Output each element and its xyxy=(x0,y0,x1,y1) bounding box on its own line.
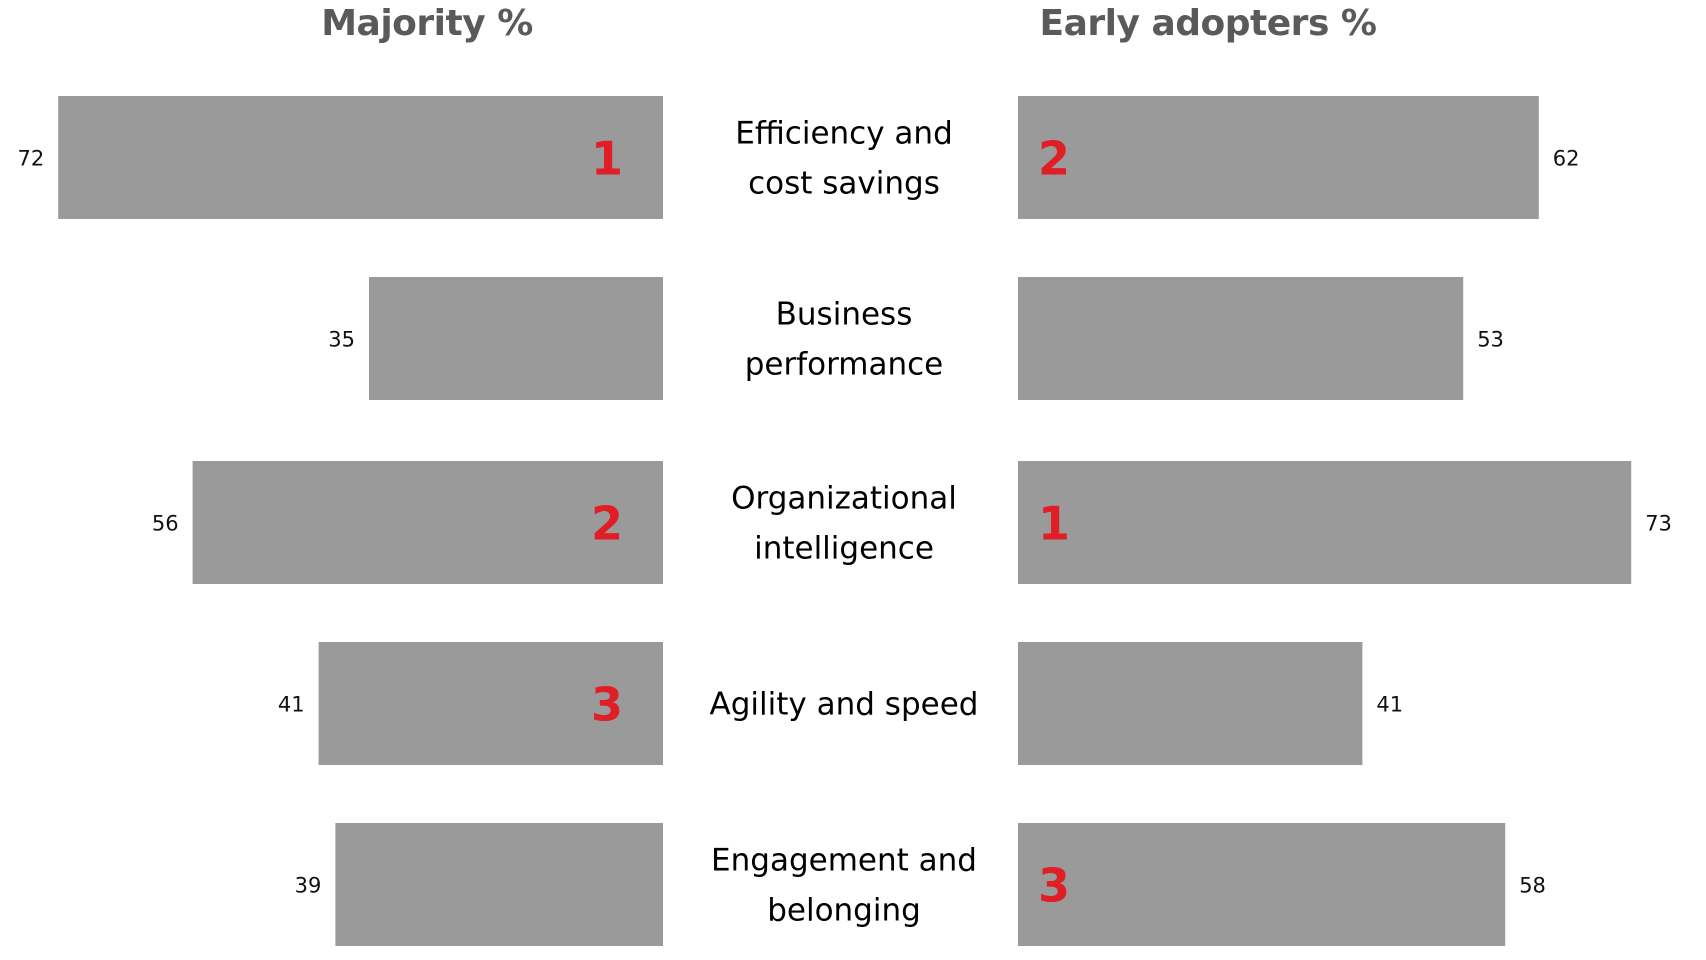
category-label: Agility and speed xyxy=(710,687,979,723)
chart-row: 72 1 62 2 Efficiency and cost savings xyxy=(17,96,1580,219)
left-value-label: 72 xyxy=(17,147,44,171)
left-bar xyxy=(369,277,663,400)
right-bar xyxy=(1018,96,1539,219)
category-label: cost savings xyxy=(748,166,940,202)
right-header: Early adopters % xyxy=(1040,3,1377,44)
left-rank-label: 3 xyxy=(591,678,623,732)
left-value-label: 41 xyxy=(278,693,305,717)
left-value-label: 35 xyxy=(328,328,355,352)
chart-row: 41 3 41 Agility and speed xyxy=(278,642,1403,765)
left-rank-label: 2 xyxy=(591,497,623,551)
chart-row: 39 58 3 Engagement and belonging xyxy=(295,823,1546,946)
category-label: Business xyxy=(776,297,913,333)
chart-row: 56 2 73 1 Organizational intelligence xyxy=(152,461,1672,584)
left-header: Majority % xyxy=(321,3,533,44)
right-bar xyxy=(1018,642,1363,765)
left-bar xyxy=(192,461,663,584)
left-bar xyxy=(335,823,663,946)
category-label: performance xyxy=(745,347,944,383)
right-rank-label: 2 xyxy=(1038,132,1070,186)
right-value-label: 41 xyxy=(1376,693,1403,717)
left-rank-label: 1 xyxy=(591,132,623,186)
right-value-label: 62 xyxy=(1553,147,1580,171)
right-value-label: 73 xyxy=(1645,512,1672,536)
left-value-label: 56 xyxy=(152,512,179,536)
category-label: Efficiency and xyxy=(735,116,953,152)
right-bar xyxy=(1018,277,1464,400)
right-value-label: 53 xyxy=(1477,328,1504,352)
right-value-label: 58 xyxy=(1519,874,1546,898)
chart-row: 35 53 Business performance xyxy=(328,277,1504,400)
left-value-label: 39 xyxy=(295,874,322,898)
category-label: belonging xyxy=(767,893,921,929)
right-rank-label: 3 xyxy=(1038,859,1070,913)
category-label: Organizational xyxy=(731,481,957,517)
category-label: intelligence xyxy=(754,531,934,567)
left-bar xyxy=(58,96,663,219)
chart-rows: 72 1 62 2 Efficiency and cost savings 35 53 Busi… xyxy=(17,96,1672,946)
category-label: Engagement and xyxy=(711,843,977,879)
right-bar xyxy=(1018,461,1632,584)
right-bar xyxy=(1018,823,1506,946)
right-rank-label: 1 xyxy=(1038,497,1070,551)
left-bar xyxy=(318,642,663,765)
